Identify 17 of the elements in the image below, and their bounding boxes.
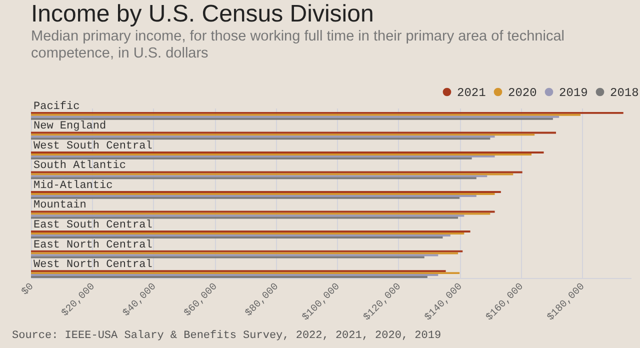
y-tick-label: Pacific — [34, 100, 80, 113]
legend-label: 2021 — [457, 86, 486, 100]
legend-label: 2018 — [610, 86, 639, 100]
chart-title: Income by U.S. Census Division — [31, 0, 374, 28]
y-tick-label: West North Central — [34, 259, 152, 272]
x-tick-label: $0 — [19, 280, 36, 298]
y-tick-label: Mid-Atlantic — [34, 180, 113, 192]
y-tick-label: New England — [34, 120, 106, 133]
legend-label: 2019 — [559, 86, 588, 100]
y-tick-label: South Atlantic — [34, 160, 126, 172]
y-tick-label: East North Central — [34, 239, 152, 252]
y-tick-label: East South Central — [34, 220, 152, 232]
chart-subtitle: Median primary income, for those working full time in their primary area of technical competence, in U.S. dollars — [31, 28, 564, 62]
y-tick-label: Mountain — [34, 200, 86, 212]
source-note: Source: IEEE-USA Salary & Benefits Survey, 2022, 2021, 2020, 2019 — [12, 330, 442, 342]
y-tick-label: West South Central — [34, 140, 152, 152]
legend-label: 2020 — [508, 86, 537, 100]
